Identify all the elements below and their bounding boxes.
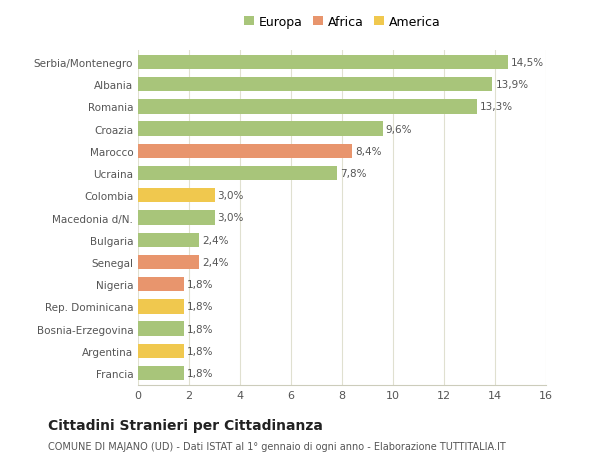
Bar [138,255,199,269]
Bar [138,122,383,136]
Bar [138,189,215,203]
Bar [138,344,184,358]
Bar [138,366,184,381]
Bar [138,211,215,225]
Text: 1,8%: 1,8% [187,324,214,334]
Text: 14,5%: 14,5% [511,58,544,67]
Text: 7,8%: 7,8% [340,168,367,179]
Text: 1,8%: 1,8% [187,280,214,290]
Text: 2,4%: 2,4% [202,257,229,268]
Bar [138,100,477,114]
Text: 8,4%: 8,4% [355,146,382,157]
Bar [138,322,184,336]
Text: COMUNE DI MAJANO (UD) - Dati ISTAT al 1° gennaio di ogni anno - Elaborazione TUT: COMUNE DI MAJANO (UD) - Dati ISTAT al 1°… [48,441,506,451]
Bar [138,167,337,181]
Text: 9,6%: 9,6% [386,124,412,134]
Bar [138,78,493,92]
Bar [138,277,184,292]
Text: 1,8%: 1,8% [187,369,214,378]
Text: 1,8%: 1,8% [187,302,214,312]
Text: Cittadini Stranieri per Cittadinanza: Cittadini Stranieri per Cittadinanza [48,418,323,432]
Text: 3,0%: 3,0% [218,213,244,223]
Text: 2,4%: 2,4% [202,235,229,245]
Bar [138,56,508,70]
Text: 13,9%: 13,9% [496,80,529,90]
Bar [138,233,199,247]
Text: 13,3%: 13,3% [480,102,514,112]
Legend: Europa, Africa, America: Europa, Africa, America [241,13,443,31]
Bar [138,144,352,159]
Text: 3,0%: 3,0% [218,191,244,201]
Text: 1,8%: 1,8% [187,346,214,356]
Bar [138,300,184,314]
